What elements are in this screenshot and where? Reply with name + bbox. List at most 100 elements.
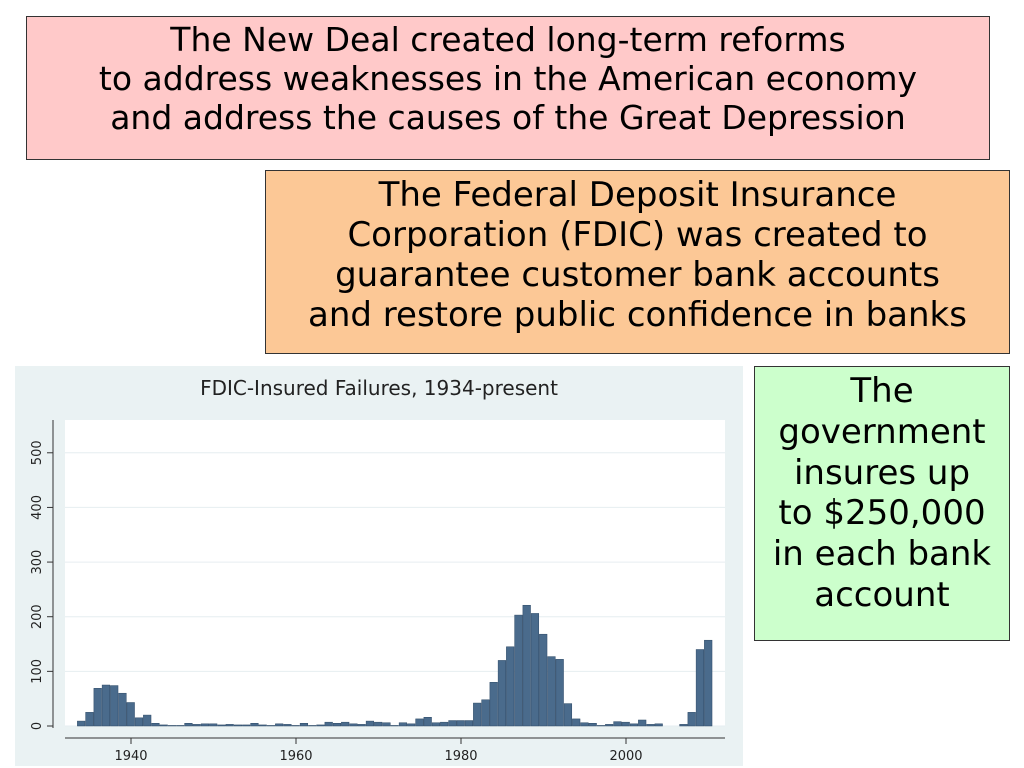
fdic-line-2: Corporation (FDIC) was created to (347, 215, 928, 256)
bar-1935 (85, 712, 94, 727)
fdic-failures-chart: FDIC-Insured Failures, 1934-present 0 100… (15, 366, 743, 766)
bar-1958 (275, 723, 284, 727)
header-line-3: and address the causes of the Great Depr… (110, 97, 906, 137)
bar-2002 (638, 719, 647, 727)
bar-1949 (200, 723, 210, 727)
bar-1983 (481, 699, 490, 727)
fdic-line-3: guarantee customer bank accounts (335, 255, 940, 296)
header-box: The New Deal created long-term reforms t… (26, 16, 990, 160)
plot-area (65, 420, 725, 726)
bar-1971 (382, 722, 391, 727)
bar-1992 (555, 659, 564, 727)
bar-1988 (522, 604, 531, 727)
bar-1972 (390, 725, 399, 727)
bar-1957 (266, 725, 276, 727)
y-tick-label-100: 100 (30, 659, 45, 684)
bar-1959 (283, 724, 292, 727)
bar-1994 (572, 718, 581, 727)
header-line-2: to address weaknesses in the American ec… (98, 58, 918, 98)
bar-1986 (506, 646, 515, 727)
insurance-line-2: government (778, 411, 986, 452)
bar-1956 (258, 724, 267, 727)
bar-1968 (357, 724, 366, 727)
insurance-line-4: to $250,000 (778, 493, 986, 534)
bar-1979 (448, 720, 457, 727)
bar-1937 (101, 684, 111, 727)
y-tick-label-200: 200 (30, 604, 45, 629)
bar-1981 (464, 720, 474, 727)
bar-1953 (233, 724, 243, 727)
bar-1941 (134, 717, 144, 727)
bars (77, 604, 713, 727)
bar-1976 (423, 717, 432, 727)
insurance-line-6: account (814, 574, 950, 615)
bar-2007 (679, 724, 688, 727)
bar-2000 (621, 721, 630, 727)
bar-1950 (209, 723, 218, 727)
bar-2009 (695, 649, 705, 727)
fdic-line-1: The Federal Deposit Insurance (378, 175, 897, 215)
bar-1940 (126, 702, 135, 727)
bar-1943 (151, 723, 160, 727)
x-tick-label-1940: 1940 (114, 749, 147, 764)
y-tick-label-500: 500 (30, 440, 45, 465)
bar-1990 (539, 633, 548, 727)
bar-1951 (217, 724, 226, 727)
y-tick-label-0: 0 (30, 722, 45, 730)
y-tick-label-300: 300 (30, 550, 45, 575)
fdic-box: The Federal Deposit Insurance Corporatio… (265, 170, 1010, 354)
bar-1952 (225, 724, 234, 727)
bar-1989 (530, 613, 540, 727)
bar-1934 (77, 720, 86, 727)
x-tick-label-1960: 1960 (279, 749, 312, 764)
bar-1936 (93, 688, 102, 727)
bar-1973 (398, 722, 408, 727)
bar-1960 (291, 725, 300, 727)
bar-1996 (588, 723, 597, 727)
bar-1969 (365, 720, 375, 727)
bar-1978 (440, 721, 449, 727)
bar-2010 (704, 639, 713, 727)
bar-1977 (431, 722, 441, 727)
bar-1985 (497, 660, 507, 727)
bar-1939 (118, 692, 127, 727)
bar-1991 (547, 656, 556, 727)
bar-1970 (374, 721, 383, 727)
bar-1995 (580, 722, 589, 727)
bar-1982 (473, 702, 482, 727)
x-tick-label-1980: 1980 (444, 749, 477, 764)
bar-1975 (415, 718, 424, 727)
bar-1999 (613, 721, 622, 727)
bar-1954 (242, 724, 251, 727)
bar-1955 (250, 723, 259, 727)
bar-1948 (192, 724, 201, 727)
bar-1947 (184, 723, 193, 727)
y-tick-label-400: 400 (30, 495, 45, 520)
bar-1980 (456, 720, 465, 727)
bar-1964 (324, 721, 333, 727)
header-line-1: The New Deal created long-term reforms (170, 20, 846, 59)
bar-1965 (332, 723, 342, 727)
bar-1942 (143, 714, 152, 727)
bar-1984 (489, 682, 498, 727)
insurance-line-3: insures up (793, 452, 971, 493)
bar-1993 (563, 703, 573, 727)
bar-2008 (687, 712, 696, 727)
bar-1987 (514, 614, 523, 727)
bar-1962 (308, 725, 317, 727)
insurance-line-1: The (850, 371, 914, 411)
bar-1997 (596, 725, 606, 727)
bar-1944 (159, 724, 168, 727)
bar-1963 (316, 724, 325, 727)
bar-1966 (341, 721, 350, 727)
bar-1967 (349, 723, 358, 727)
bar-1938 (110, 685, 119, 727)
bar-2001 (629, 723, 639, 727)
x-tick-label-2000: 2000 (609, 749, 642, 764)
chart-title: FDIC-Insured Failures, 1934-present (200, 376, 558, 400)
bar-1945 (167, 725, 177, 727)
bar-1998 (605, 724, 614, 727)
chart-svg: FDIC-Insured Failures, 1934-present 0 100… (15, 366, 743, 766)
axes: 0 100 200 300 400 500 1940 1960 1980 2000 (30, 420, 725, 764)
insurance-line-5: in each bank (772, 534, 992, 575)
